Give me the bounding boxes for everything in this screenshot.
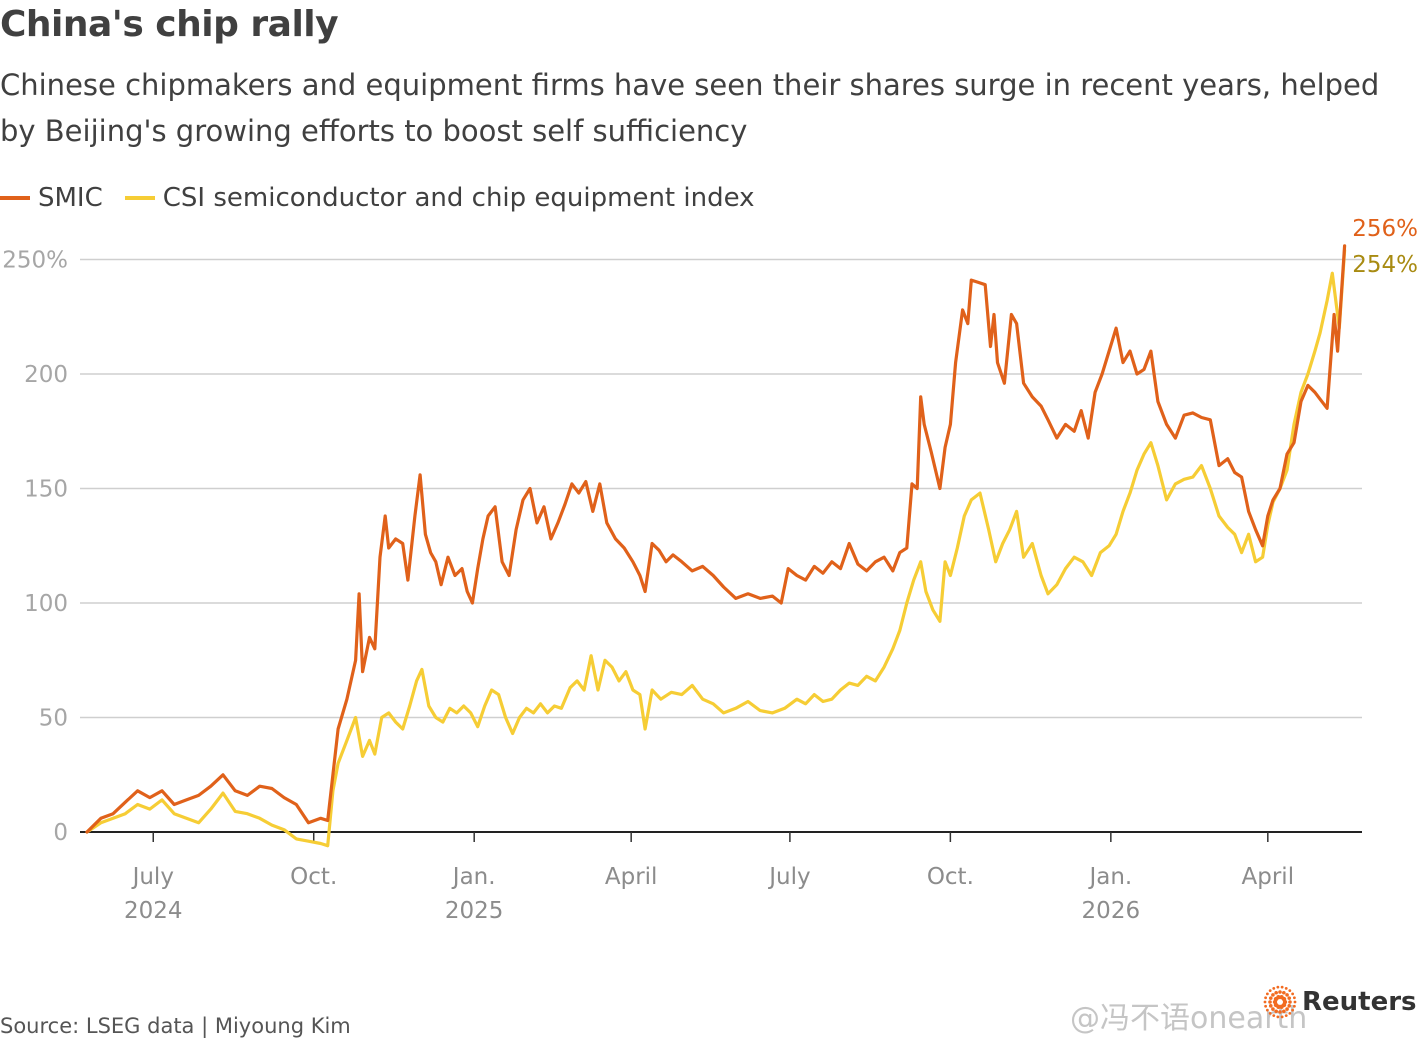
x-tick-year: 2025: [445, 898, 504, 924]
reuters-logo-icon: [1263, 985, 1297, 1019]
logo-dot: [1280, 985, 1284, 989]
legend-label-csi: CSI semiconductor and chip equipment ind…: [162, 183, 755, 213]
end-label-smic: 256%: [1352, 216, 1418, 242]
x-tick-label: July: [767, 864, 810, 890]
logo-dot: [1264, 996, 1268, 1000]
logo-dot: [1292, 1004, 1296, 1008]
x-axis: July 2024 Oct. Jan. 2025 April July Oct. Jan. 202…: [124, 832, 1294, 924]
gridlines: [80, 258, 1362, 833]
logo-dot: [1276, 985, 1280, 989]
end-label-csi: 254%: [1352, 252, 1418, 278]
logo-dot: [1281, 996, 1287, 1002]
logo-dot: [1274, 1009, 1278, 1014]
logo-dot: [1274, 990, 1278, 995]
reuters-logo: Reuters: [1262, 984, 1417, 1020]
logo-dot: [1268, 1011, 1272, 1015]
y-tick-label: 50: [39, 706, 68, 732]
legend-item-csi: CSI semiconductor and chip equipment ind…: [124, 183, 755, 213]
logo-dot: [1278, 1010, 1282, 1014]
legend: SMIC CSI semiconductor and chip equipmen…: [0, 183, 777, 213]
y-tick-label: 0: [53, 820, 68, 846]
logo-dot: [1268, 996, 1273, 1000]
logo-dot: [1272, 1014, 1276, 1018]
logo-dot: [1276, 1015, 1280, 1019]
logo-dot: [1293, 1000, 1297, 1004]
y-tick-label: 150: [24, 477, 68, 503]
logo-dot: [1278, 990, 1282, 994]
logo-dot: [1291, 1008, 1295, 1012]
series-line-csi: [85, 248, 1347, 848]
line-chart: 0 50 100 150 200 250% July 2024 Oct. Jan. 2025 Apr…: [2, 216, 1418, 924]
logo-dot: [1271, 993, 1275, 997]
y-tick-label: 200: [24, 362, 68, 388]
logo-dot: [1288, 989, 1292, 993]
logo-dot: [1287, 996, 1292, 1000]
y-tick-label: 250%: [2, 248, 68, 274]
logo-dot: [1272, 986, 1276, 990]
series-lines: [85, 244, 1347, 848]
logo-dot: [1282, 990, 1286, 995]
weibo-watermark: @冯不语onearth: [1070, 1001, 1308, 1036]
logo-dot: [1280, 1015, 1284, 1019]
logo-dot: [1271, 1007, 1275, 1011]
logo-dot: [1279, 1004, 1284, 1009]
logo-dot: [1268, 1000, 1272, 1004]
x-tick-label: Jan.: [1087, 864, 1132, 890]
logo-dot: [1288, 1011, 1292, 1015]
logo-dot: [1284, 986, 1288, 990]
x-tick-year: 2024: [124, 898, 183, 924]
y-tick-label: 100: [24, 591, 68, 617]
x-tick-label: Oct.: [290, 864, 337, 890]
logo-dot: [1268, 1004, 1273, 1008]
end-labels: 256% 254%: [1352, 216, 1418, 278]
logo-dot: [1291, 992, 1295, 996]
logo-dot: [1288, 1000, 1292, 1004]
logo-dot: [1268, 989, 1272, 993]
chart-subtitle: Chinese chipmakers and equipment firms h…: [0, 68, 1380, 148]
legend-item-smic: SMIC: [0, 183, 103, 213]
x-tick-label: April: [1242, 864, 1295, 890]
logo-dot: [1282, 1009, 1286, 1014]
chart-title: China's chip rally: [0, 4, 339, 45]
x-tick-label: April: [605, 864, 658, 890]
legend-swatch-csi: [124, 196, 155, 200]
x-tick-label: Jan.: [451, 864, 496, 890]
series-line-smic: [85, 244, 1347, 834]
logo-dot: [1284, 1014, 1288, 1018]
logo-dot: [1292, 996, 1296, 1000]
logo-dot: [1264, 1004, 1268, 1008]
legend-swatch-smic: [0, 196, 30, 200]
y-axis: 0 50 100 150 200 250%: [2, 248, 68, 847]
logo-dot: [1265, 992, 1269, 996]
logo-dot: [1265, 1008, 1269, 1012]
logo-dot: [1285, 993, 1289, 997]
x-tick-label: July: [131, 864, 174, 890]
logo-dot: [1287, 1004, 1292, 1008]
logo-dot: [1276, 995, 1281, 1000]
x-tick-year: 2026: [1082, 898, 1141, 924]
legend-label-smic: SMIC: [38, 183, 103, 213]
reuters-logo-text: Reuters: [1302, 987, 1417, 1017]
logo-dot: [1263, 1000, 1267, 1004]
x-tick-label: Oct.: [927, 864, 974, 890]
logo-dot: [1285, 1007, 1289, 1011]
source-note: Source: LSEG data | Miyoung Kim: [0, 1014, 351, 1038]
